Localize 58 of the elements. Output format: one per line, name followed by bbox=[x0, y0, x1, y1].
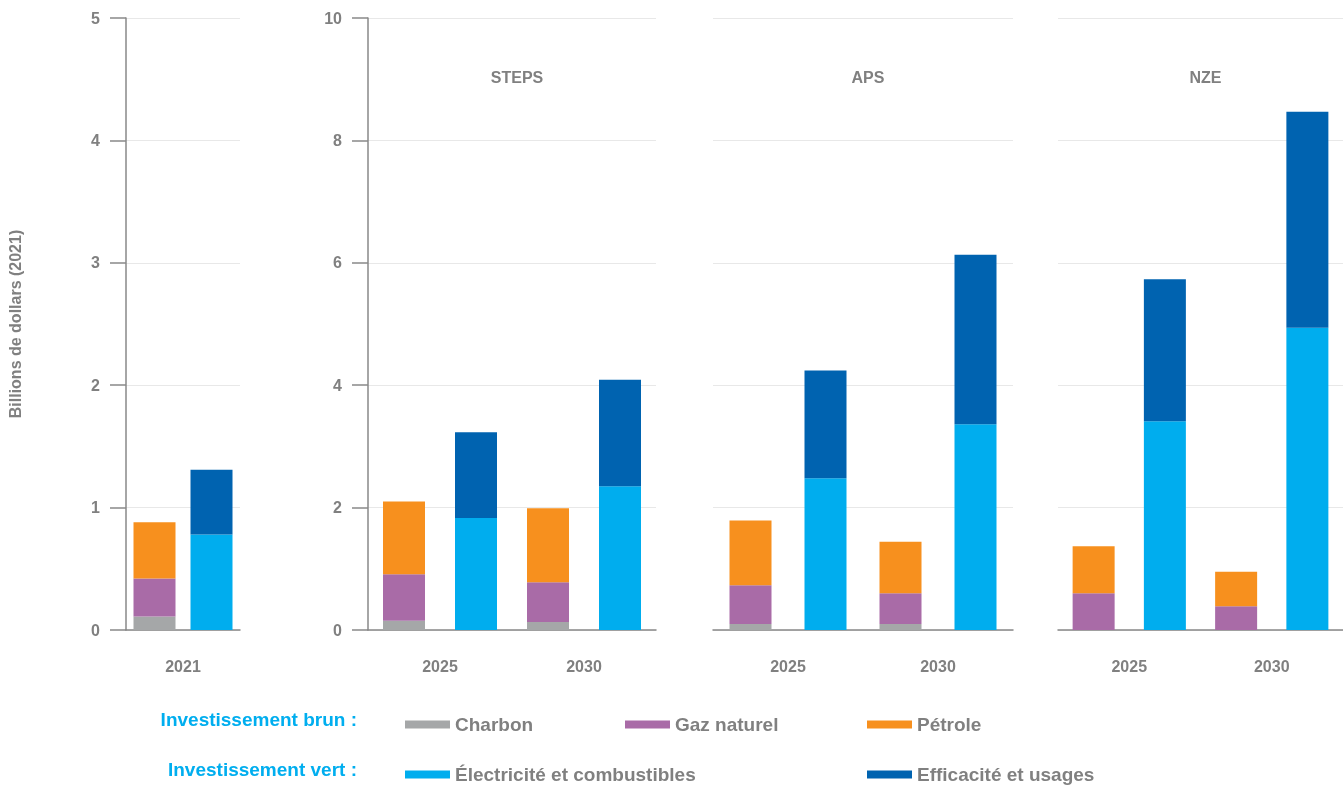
bar bbox=[1286, 327, 1329, 630]
bar bbox=[1072, 546, 1115, 594]
text: Investissement vert : bbox=[167, 759, 357, 780]
bar bbox=[1215, 606, 1258, 630]
bar bbox=[527, 622, 569, 630]
bar bbox=[729, 585, 772, 624]
y-tick-label: 4 bbox=[333, 376, 343, 394]
legend-label: Électricité et combustibles bbox=[455, 764, 696, 785]
bar bbox=[879, 593, 922, 624]
y-tick-label: 1 bbox=[91, 499, 101, 517]
x-tick-label: 2025 bbox=[422, 657, 458, 675]
legend-label: Gaz naturel bbox=[675, 714, 779, 735]
text: APS bbox=[851, 68, 885, 86]
y-tick-label: 6 bbox=[333, 254, 343, 272]
x-tick-label: 2030 bbox=[920, 657, 956, 675]
bar bbox=[879, 623, 922, 630]
x-tick-label: 2030 bbox=[566, 657, 602, 675]
bar bbox=[383, 574, 425, 621]
bar bbox=[729, 520, 772, 586]
bar bbox=[383, 620, 425, 630]
y-tick-label: 3 bbox=[91, 254, 101, 272]
x-tick-label: 2025 bbox=[1111, 657, 1148, 675]
bar bbox=[455, 432, 497, 518]
bar bbox=[527, 508, 569, 583]
bar bbox=[804, 370, 847, 479]
y-tick-label: 0 bbox=[91, 621, 101, 639]
legend-label: Charbon bbox=[455, 714, 534, 735]
y-tick-label: 2 bbox=[91, 376, 101, 394]
y-tick-label: 5 bbox=[91, 9, 101, 27]
bar bbox=[954, 254, 997, 425]
bar bbox=[1143, 421, 1186, 630]
bar bbox=[954, 424, 997, 630]
y-tick-label: 0 bbox=[333, 621, 343, 639]
bar bbox=[599, 379, 641, 487]
legend-label: Pétrole bbox=[917, 714, 982, 735]
bar bbox=[879, 541, 922, 594]
x-tick-label: 2030 bbox=[1253, 657, 1290, 675]
bar bbox=[455, 518, 497, 630]
legend-label: Efficacité et usages bbox=[917, 764, 1095, 785]
y-tick-label: 4 bbox=[91, 131, 101, 149]
bar bbox=[1072, 593, 1115, 630]
x-tick-label: 2021 bbox=[165, 657, 201, 675]
bar bbox=[1215, 571, 1258, 607]
text: STEPS bbox=[490, 68, 544, 86]
text: Investissement brun : bbox=[160, 709, 357, 730]
y-tick-label: 8 bbox=[333, 131, 343, 149]
bar bbox=[1143, 279, 1186, 422]
text: NZE bbox=[1189, 68, 1222, 86]
bar bbox=[1286, 111, 1329, 328]
y-tick-label: 10 bbox=[324, 9, 343, 27]
x-tick-label: 2025 bbox=[770, 657, 806, 675]
y-axis-title: Billions de dollars (2021) bbox=[6, 229, 24, 419]
bar bbox=[804, 478, 847, 630]
bar bbox=[383, 501, 425, 575]
y-tick-label: 2 bbox=[333, 499, 343, 517]
bar bbox=[729, 623, 772, 630]
bar bbox=[527, 582, 569, 623]
bar bbox=[599, 486, 641, 630]
